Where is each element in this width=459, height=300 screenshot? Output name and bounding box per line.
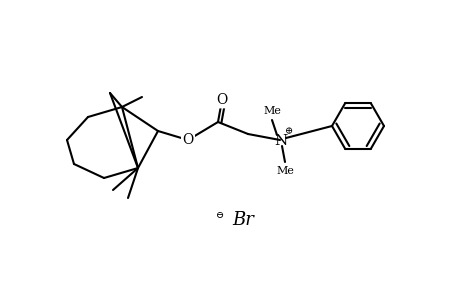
Text: O: O <box>182 133 193 147</box>
Text: N: N <box>274 134 287 148</box>
Text: ⊕: ⊕ <box>284 128 292 136</box>
Text: Me: Me <box>263 106 280 116</box>
Text: O: O <box>216 93 227 107</box>
Text: ⊖: ⊖ <box>215 211 224 220</box>
Text: Br: Br <box>231 211 253 229</box>
Text: Me: Me <box>275 166 293 176</box>
